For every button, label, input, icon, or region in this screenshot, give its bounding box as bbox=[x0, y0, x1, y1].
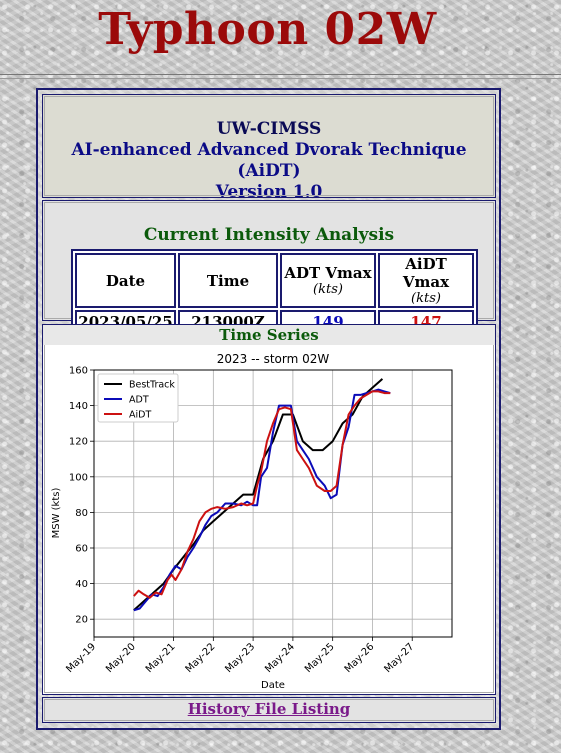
chart-legend: BestTrack ADT AiDT bbox=[97, 373, 179, 423]
page-title: Typhoon 02W bbox=[98, 4, 437, 55]
main-frame: UW-CIMSS AI-enhanced Advanced Dvorak Tec… bbox=[36, 88, 501, 730]
x-tick-label: May-24 bbox=[263, 641, 297, 675]
version-label: Version 1.0 bbox=[215, 182, 323, 202]
y-tick-label: 100 bbox=[69, 472, 88, 483]
plot-frame bbox=[93, 369, 453, 638]
chart-series bbox=[133, 378, 391, 612]
x-tick-label: May-25 bbox=[303, 641, 337, 675]
x-tick-label: May-26 bbox=[343, 641, 377, 675]
adt-header-label: ADT Vmax bbox=[284, 264, 372, 282]
aidt-unit: (kts) bbox=[411, 291, 441, 306]
divider bbox=[0, 74, 561, 75]
y-tick-label: 120 bbox=[69, 437, 88, 448]
y-tick-label: 60 bbox=[75, 544, 88, 555]
date-header: Date bbox=[75, 253, 176, 308]
x-tick-label: May-20 bbox=[104, 641, 138, 675]
intensity-chart: 2023 -- storm 02W MSW (kts) Date 20 40 60 8… bbox=[51, 352, 453, 691]
time-header: Time bbox=[178, 253, 278, 308]
product-name: AI-enhanced Advanced Dvorak Technique (A… bbox=[71, 140, 467, 181]
history-file-link[interactable]: History File Listing bbox=[187, 700, 351, 718]
legend-label: AiDT bbox=[129, 410, 151, 421]
analysis-title: Current Intensity Analysis bbox=[143, 225, 395, 245]
divider bbox=[0, 78, 561, 79]
x-tick-label: May-19 bbox=[64, 641, 98, 675]
y-tick-label: 140 bbox=[69, 401, 88, 412]
x-tick-label: May-27 bbox=[383, 641, 417, 675]
y-tick-label: 80 bbox=[75, 508, 88, 519]
time-series-title: Time Series bbox=[43, 325, 495, 345]
header-panel: UW-CIMSS AI-enhanced Advanced Dvorak Tec… bbox=[42, 94, 496, 202]
x-tick-label: May-22 bbox=[184, 641, 218, 675]
y-tick-label: 160 bbox=[69, 366, 88, 377]
y-tick-label: 40 bbox=[75, 579, 88, 590]
adt-header: ADT Vmax (kts) bbox=[280, 253, 376, 308]
chart-ylabel: MSW (kts) bbox=[51, 488, 62, 539]
legend-label: ADT bbox=[129, 395, 149, 406]
aidt-header: AiDT Vmax (kts) bbox=[378, 253, 474, 308]
x-tick-label: May-21 bbox=[144, 641, 178, 675]
aidt-header-label: AiDT Vmax bbox=[402, 255, 450, 291]
chart-title: 2023 -- storm 02W bbox=[217, 352, 330, 366]
legend-box bbox=[97, 373, 179, 423]
series-line-aidt bbox=[133, 390, 391, 599]
legend-label: BestTrack bbox=[129, 380, 175, 391]
series-line-adt bbox=[133, 388, 391, 612]
adt-unit: (kts) bbox=[313, 282, 343, 297]
analysis-panel: Current Intensity Analysis Date Time ADT… bbox=[42, 200, 496, 337]
org-name: UW-CIMSS bbox=[216, 119, 322, 139]
x-tick-label: May-23 bbox=[223, 641, 257, 675]
y-tick-label: 20 bbox=[75, 615, 88, 626]
history-panel: History File Listing bbox=[42, 697, 496, 723]
chart-xlabel: Date bbox=[261, 680, 285, 691]
time-series-panel: Time Series 2023 -- storm 02W MSW (kts) … bbox=[42, 324, 496, 695]
